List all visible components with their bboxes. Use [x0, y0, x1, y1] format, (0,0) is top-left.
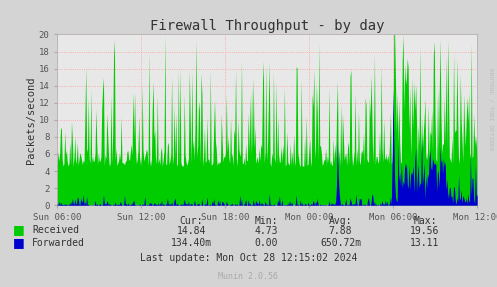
Text: Cur:: Cur: [179, 216, 203, 226]
Text: 13.11: 13.11 [410, 238, 440, 248]
Title: Firewall Throughput - by day: Firewall Throughput - by day [150, 19, 384, 33]
Text: 0.00: 0.00 [254, 238, 278, 248]
Text: RRDTOOL / TOBI OETIKER: RRDTOOL / TOBI OETIKER [489, 68, 494, 150]
Text: ■: ■ [12, 223, 24, 236]
Text: 7.88: 7.88 [329, 226, 352, 236]
Text: Min:: Min: [254, 216, 278, 226]
Text: Last update: Mon Oct 28 12:15:02 2024: Last update: Mon Oct 28 12:15:02 2024 [140, 253, 357, 263]
Text: Received: Received [32, 225, 80, 234]
Y-axis label: Packets/second: Packets/second [26, 76, 36, 164]
Text: 14.84: 14.84 [176, 226, 206, 236]
Text: Max:: Max: [413, 216, 437, 226]
Text: Forwarded: Forwarded [32, 238, 85, 247]
Text: Munin 2.0.56: Munin 2.0.56 [219, 272, 278, 281]
Text: 19.56: 19.56 [410, 226, 440, 236]
Text: 650.72m: 650.72m [320, 238, 361, 248]
Text: Avg:: Avg: [329, 216, 352, 226]
Text: 4.73: 4.73 [254, 226, 278, 236]
Text: 134.40m: 134.40m [171, 238, 212, 248]
Text: ■: ■ [12, 236, 24, 249]
